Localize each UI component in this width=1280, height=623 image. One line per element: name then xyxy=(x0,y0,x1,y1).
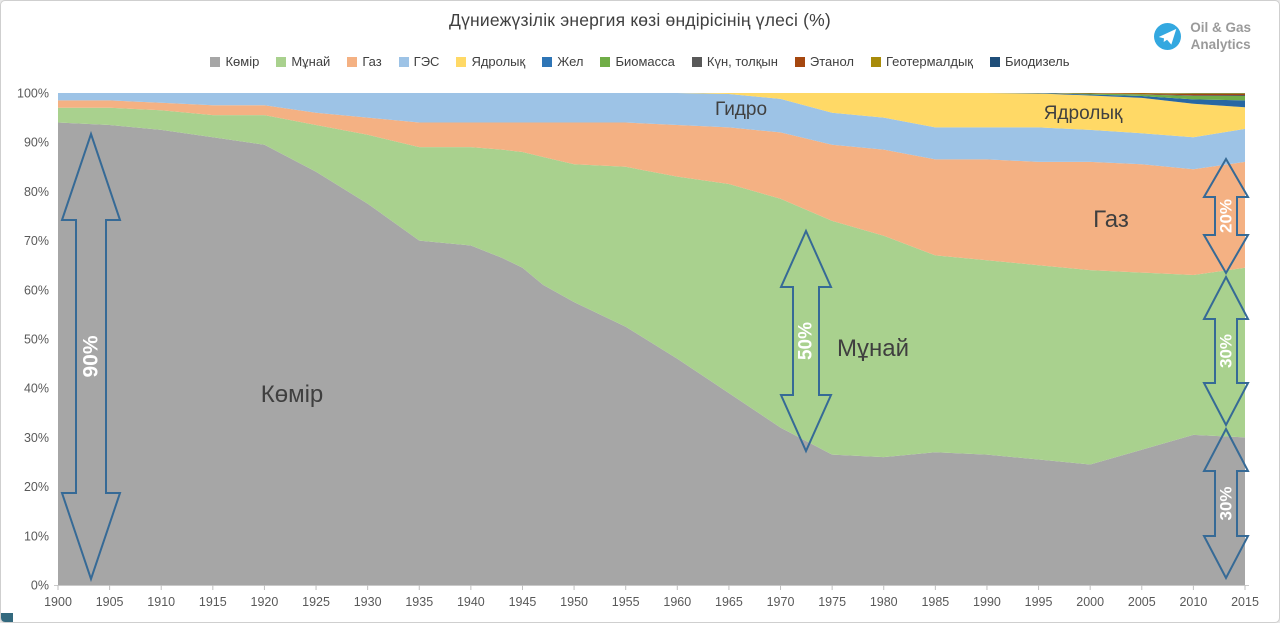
percent-arrow xyxy=(1202,157,1250,275)
area-label: Мұнай xyxy=(837,335,909,362)
x-axis-label: 1975 xyxy=(818,595,846,609)
y-axis-label: 50% xyxy=(24,333,49,347)
brand-name: Oil & Gas Analytics xyxy=(1190,19,1251,53)
area-series xyxy=(58,107,1245,465)
area-label: Газ xyxy=(1093,206,1129,233)
legend-swatch-icon xyxy=(398,56,409,67)
y-axis-label: 60% xyxy=(24,283,49,297)
legend-label: Геотермалдық xyxy=(886,54,973,69)
legend-item: Газ xyxy=(347,54,382,69)
x-axis-label: 1915 xyxy=(199,595,227,609)
legend-item: Мұнай xyxy=(276,54,330,69)
percent-arrow xyxy=(779,228,833,454)
x-axis-label: 1940 xyxy=(457,595,485,609)
legend-swatch-icon xyxy=(989,56,1000,67)
legend-item: Ядролық xyxy=(456,54,525,69)
brand-line2: Analytics xyxy=(1190,37,1251,52)
area-series xyxy=(58,93,1245,138)
x-axis-label: 1905 xyxy=(96,595,124,609)
legend-swatch-icon xyxy=(210,56,221,67)
y-axis-label: 100% xyxy=(17,87,49,101)
x-axis-label: 1960 xyxy=(663,595,691,609)
percent-arrow-label: 50% xyxy=(796,322,817,360)
legend-label: Ядролық xyxy=(471,54,526,69)
legend-swatch-icon xyxy=(691,56,702,67)
percent-arrow xyxy=(60,130,122,583)
legend-swatch-icon xyxy=(456,56,467,67)
legend-label: Күн, толқын xyxy=(706,54,778,69)
legend-label: ГЭС xyxy=(413,54,440,69)
legend-label: Көмір xyxy=(225,54,260,69)
y-axis-label: 0% xyxy=(31,579,49,593)
x-axis-label: 1990 xyxy=(973,595,1001,609)
x-axis-label: 1985 xyxy=(921,595,949,609)
x-axis-label: 1955 xyxy=(612,595,640,609)
legend-label: Биодизель xyxy=(1004,54,1070,69)
x-axis-label: 1900 xyxy=(44,595,72,609)
percent-arrow xyxy=(1202,426,1250,581)
x-axis-label: 1970 xyxy=(767,595,795,609)
legend-label: Этанол xyxy=(809,54,854,69)
percent-arrow-label: 90% xyxy=(80,335,103,377)
legend-swatch-icon xyxy=(276,56,287,67)
area-label: Көмір xyxy=(261,381,324,408)
area-label: Ядролық xyxy=(1044,103,1123,124)
x-axis-label: 1925 xyxy=(302,595,330,609)
x-axis-label: 1945 xyxy=(509,595,537,609)
legend-item: ГЭС xyxy=(398,54,440,69)
legend-item: Жел xyxy=(542,54,583,69)
legend-item: Күн, толқын xyxy=(691,54,778,69)
y-axis-label: 70% xyxy=(24,234,49,248)
brand-line1: Oil & Gas xyxy=(1190,20,1251,35)
legend-swatch-icon xyxy=(871,56,881,67)
legend-swatch-icon xyxy=(347,56,358,67)
corner-artifact xyxy=(1,613,13,622)
area-series xyxy=(58,93,1245,94)
y-axis-label: 10% xyxy=(24,529,49,543)
legend-swatch-icon xyxy=(542,56,553,67)
x-axis-label: 1950 xyxy=(560,595,588,609)
legend-item: Көмір xyxy=(210,54,259,69)
legend-label: Жел xyxy=(557,54,584,69)
x-axis-label: 1995 xyxy=(1025,595,1053,609)
y-axis-label: 80% xyxy=(24,185,49,199)
percent-arrow-label: 30% xyxy=(1217,334,1236,368)
y-axis-label: 40% xyxy=(24,382,49,396)
telegram-icon xyxy=(1154,22,1182,50)
legend-item: Биодизель xyxy=(989,54,1070,69)
x-axis-label: 1965 xyxy=(715,595,743,609)
brand-logo: Oil & Gas Analytics xyxy=(1154,19,1251,53)
y-axis-label: 90% xyxy=(24,136,49,150)
x-axis-label: 2005 xyxy=(1128,595,1156,609)
x-axis-label: 1980 xyxy=(870,595,898,609)
chart-legend: Көмір Мұнай Газ ГЭС Ядролық Жел Биомасса Күн, т… xyxy=(1,54,1279,69)
x-axis-label: 2000 xyxy=(1076,595,1104,609)
legend-label: Биомасса xyxy=(615,54,675,69)
percent-arrow xyxy=(1202,274,1250,428)
area-series xyxy=(58,122,1245,585)
legend-swatch-icon xyxy=(600,56,611,67)
page-title: Дүниежүзілік энергия көзі өндірісінің үл… xyxy=(449,10,831,30)
legend-item: Геотермалдық xyxy=(871,54,973,69)
legend-label: Мұнай xyxy=(291,54,331,69)
x-axis-label: 1935 xyxy=(405,595,433,609)
legend-item: Биомасса xyxy=(600,54,675,69)
percent-arrow-label: 20% xyxy=(1217,199,1236,233)
y-axis-label: 20% xyxy=(24,480,49,494)
y-axis-label: 30% xyxy=(24,431,49,445)
area-series xyxy=(58,93,1245,170)
legend-label: Газ xyxy=(362,54,382,69)
percent-arrow-label: 30% xyxy=(1217,486,1236,520)
legend-item: Этанол xyxy=(794,54,854,69)
area-series xyxy=(58,100,1245,276)
area-label: Гидро xyxy=(715,99,767,120)
x-axis-label: 1920 xyxy=(251,595,279,609)
legend-swatch-icon xyxy=(794,56,805,67)
x-axis-label: 1910 xyxy=(147,595,175,609)
x-axis-label: 1930 xyxy=(354,595,382,609)
x-axis-label: 2010 xyxy=(1179,595,1207,609)
x-axis-label: 2015 xyxy=(1231,595,1259,609)
